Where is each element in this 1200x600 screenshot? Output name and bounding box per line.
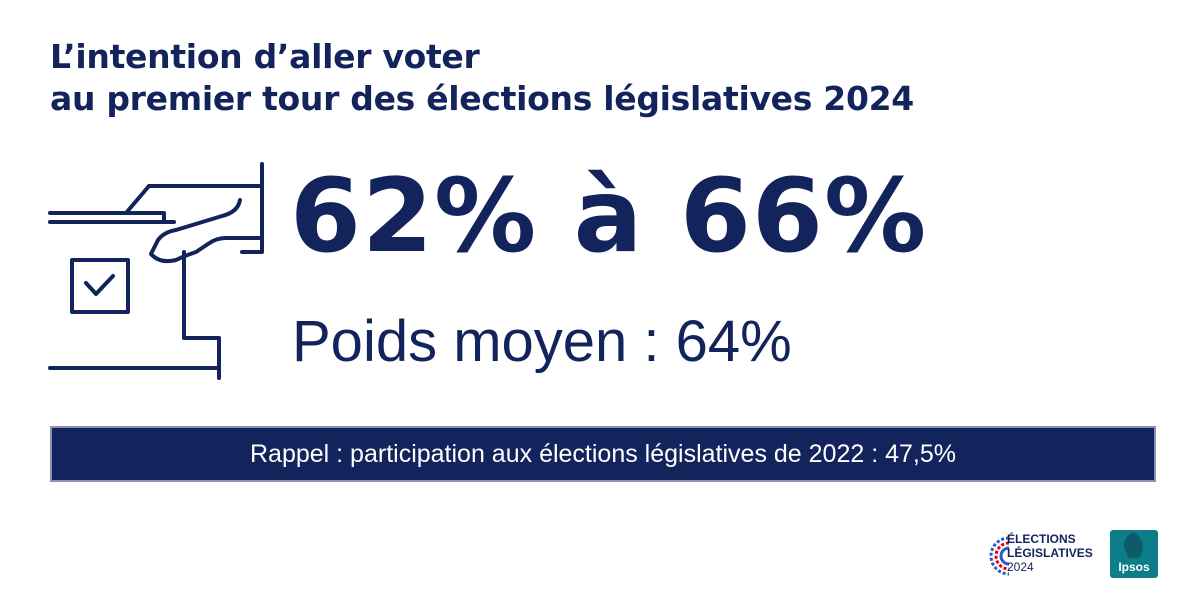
ipsos-label: Ipsos (1118, 560, 1150, 574)
elections-legislatives-logo: ÉLECTIONS LÉGISLATIVES 2024 (985, 530, 1095, 580)
hand-voting-ballot-box-icon (46, 160, 286, 385)
logo-line-3: 2024 (1007, 560, 1034, 574)
average-weight: Poids moyen : 64% (292, 309, 792, 374)
logo-line-1: ÉLECTIONS (1007, 532, 1076, 546)
tricolor-arc-icon (989, 536, 1010, 576)
recall-text: Rappel : participation aux élections lég… (250, 439, 956, 468)
page-title: L’intention d’aller voter au premier tou… (50, 36, 1050, 120)
recall-banner: Rappel : participation aux élections lég… (50, 426, 1156, 482)
title-line-1: L’intention d’aller voter (50, 37, 480, 76)
logo-line-2: LÉGISLATIVES (1007, 546, 1093, 560)
checkbox-checked-icon (70, 258, 130, 314)
ipsos-logo: Ipsos (1110, 530, 1158, 578)
participation-range: 62% à 66% (290, 157, 928, 276)
ipsos-mark-icon (1124, 532, 1143, 559)
title-line-2: au premier tour des élections législativ… (50, 79, 914, 118)
